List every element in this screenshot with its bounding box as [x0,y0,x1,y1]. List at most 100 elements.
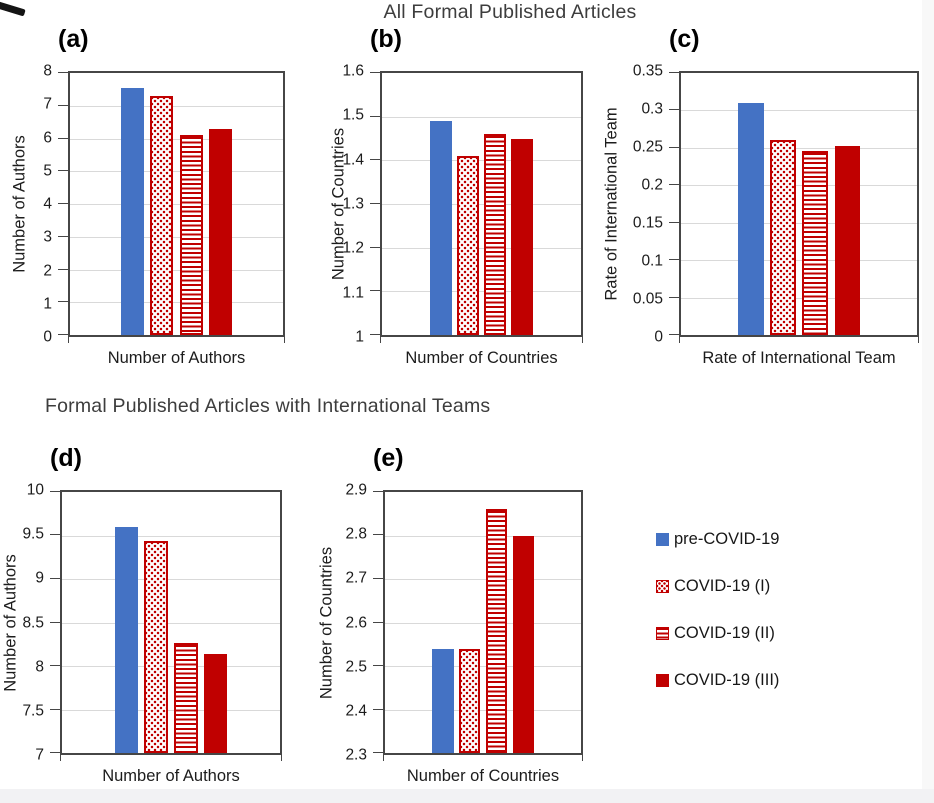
gridline [681,147,917,149]
chart-panel-b: (b) Number of Countries Number of Countr… [330,25,583,367]
y-tick-label: 2 [43,261,52,279]
panel-label-e: (e) [373,444,404,472]
plot-area [58,71,285,343]
y-tick [50,752,60,753]
y-tick [50,708,60,710]
y-tick-label: 7 [43,95,52,113]
x-end-tick [281,753,282,761]
gridline [382,247,581,249]
x-end-tick [679,335,680,343]
bars-group [70,73,283,335]
y-tick [58,104,68,106]
bottom-edge-strip [0,789,934,803]
gridline [70,105,283,107]
x-end-tick [918,335,919,343]
bar-pre-covid-19 [121,87,145,335]
legend-item: COVID-19 (II) [656,624,779,642]
y-tick-label: 5 [43,162,52,179]
chart-panel-a: (a) Number of Authors Number of Authors … [11,25,285,367]
bar-pre-covid-19 [432,648,454,753]
y-tick-label: 0.1 [641,252,663,270]
bar-covid-19-ii [485,509,507,753]
y-tick-label: 0 [654,328,663,346]
gridline [385,535,581,537]
y-tick-label: 2.5 [345,657,367,675]
y-tick [370,159,380,161]
panel-label-c: (c) [669,25,700,53]
y-tick-label: 9 [35,569,44,587]
gridline [70,302,283,304]
y-tick-label: 8.5 [22,613,44,631]
bar-covid-19-i [144,540,168,753]
x-end-tick [383,753,384,761]
gridline [70,269,283,271]
bar-covid-19-ii [179,135,203,335]
gridline [70,171,283,173]
legend-item-label: COVID-19 (I) [674,576,771,595]
gridline [70,204,283,205]
y-tick [50,664,60,666]
y-tick [370,246,380,248]
y-tick-label: 7 [35,746,44,764]
legend-swatch-covid-19-iii-icon [656,673,669,687]
y-tick [58,72,68,73]
gridline [382,160,581,162]
top-section-title: All Formal Published Articles [383,1,637,23]
y-tick [373,708,383,710]
y-tick [50,577,60,579]
y-tick [373,621,383,623]
y-tick-label: 1.2 [342,239,364,257]
gridline [70,138,283,140]
y-tick [373,534,383,536]
y-tick-label: 1.6 [342,62,364,80]
y-tick-label: 0.3 [641,100,663,118]
y-tick-label: 0.25 [632,138,663,156]
bar-covid-19-iii [208,128,232,335]
y-tick-labels: 8 7 6 5 4 3 2 1 0 [0,63,52,344]
gridline [385,622,581,624]
y-tick-labels: 0.35 0.3 0.25 0.2 0.15 0.1 0.05 0 [611,63,663,344]
bar-covid-19-i [770,140,796,335]
bar-pre-covid-19 [738,102,764,335]
x-end-tick [60,753,61,761]
bars-group [382,73,581,335]
bar-covid-19-iii [512,535,534,753]
bar-covid-19-iii [203,653,228,753]
y-tick-label: 6 [43,128,52,146]
y-tick [50,534,60,536]
y-tick-label: 1.1 [342,283,364,301]
gridline [382,204,581,205]
y-tick-label: 7.5 [22,702,44,720]
y-tick-label: 8 [43,62,52,80]
y-tick-label: 2.4 [345,702,367,720]
legend-swatch-covid-19-i-icon [656,579,669,593]
gridline [385,666,581,667]
y-tick [370,334,380,335]
gridline [681,260,917,262]
y-tick-label: 2.9 [345,481,367,499]
gridline [681,110,917,112]
y-tick-label: 0.05 [632,290,663,308]
x-axis-title: Number of Countries [406,767,560,785]
y-tick-label: 1 [43,295,52,312]
panel-label-a: (a) [58,25,89,53]
gridline [62,666,280,667]
y-tick [50,491,60,492]
y-tick [58,203,68,204]
y-tick-label: 0 [43,328,52,346]
plot-area [669,71,919,343]
y-tick [669,221,679,223]
panel-label-b: (b) [370,25,402,53]
gridline [382,116,581,118]
y-tick-label: 0.2 [641,176,663,194]
y-tick [58,301,68,303]
y-tick [373,752,383,753]
x-axis-title: Number of Authors [107,349,246,367]
right-edge-strip [922,0,934,789]
gridline [62,579,280,580]
corner-artifact [0,1,26,17]
chart-panel-e: (e) Number of Countries Number of Countr… [318,444,583,785]
gridline [681,297,917,299]
plot-area [370,71,583,343]
